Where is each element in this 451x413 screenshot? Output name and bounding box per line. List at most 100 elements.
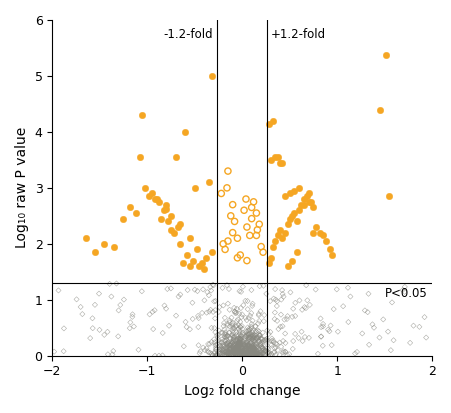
Point bbox=[280, 348, 287, 354]
Point bbox=[240, 341, 247, 347]
Point bbox=[258, 335, 266, 342]
Point bbox=[256, 318, 263, 324]
Point bbox=[149, 309, 156, 315]
Point bbox=[212, 298, 219, 304]
Point bbox=[230, 339, 237, 345]
Point bbox=[248, 345, 255, 351]
Point bbox=[254, 334, 262, 341]
Point bbox=[248, 215, 255, 222]
Point bbox=[191, 286, 198, 293]
Point bbox=[214, 334, 221, 341]
Point bbox=[236, 349, 243, 356]
Point bbox=[239, 351, 246, 357]
Point bbox=[251, 343, 258, 349]
Point bbox=[247, 345, 254, 351]
Point bbox=[246, 345, 253, 351]
Point bbox=[280, 338, 287, 344]
Point bbox=[159, 352, 166, 359]
Point bbox=[242, 335, 249, 342]
Point bbox=[284, 313, 291, 319]
Point bbox=[195, 324, 202, 330]
Point bbox=[120, 215, 127, 222]
Point bbox=[234, 351, 241, 358]
Point bbox=[225, 339, 232, 345]
Point bbox=[151, 307, 158, 313]
Point bbox=[245, 352, 253, 358]
Point bbox=[182, 318, 189, 325]
Point bbox=[231, 308, 239, 315]
Point bbox=[245, 344, 253, 351]
Point bbox=[247, 331, 254, 337]
Point bbox=[239, 350, 246, 356]
Point bbox=[241, 349, 248, 356]
Point bbox=[326, 328, 333, 335]
Point bbox=[235, 347, 242, 354]
Point bbox=[212, 329, 219, 335]
Point bbox=[242, 314, 249, 321]
Point bbox=[267, 341, 274, 348]
Point bbox=[351, 350, 359, 357]
Text: +1.2-fold: +1.2-fold bbox=[271, 28, 326, 41]
Point bbox=[226, 351, 234, 358]
Point bbox=[246, 336, 253, 342]
Point bbox=[249, 327, 257, 334]
Point bbox=[223, 185, 230, 191]
Point bbox=[299, 338, 306, 344]
Point bbox=[259, 350, 267, 356]
Point bbox=[260, 346, 267, 353]
Point bbox=[222, 329, 229, 336]
Point bbox=[249, 348, 256, 354]
Point bbox=[236, 327, 243, 334]
Point bbox=[146, 193, 153, 199]
Point bbox=[253, 349, 260, 356]
Point bbox=[232, 352, 239, 358]
Point bbox=[262, 347, 270, 354]
Point bbox=[221, 320, 228, 326]
Point bbox=[248, 351, 255, 358]
Point bbox=[257, 342, 264, 349]
Point bbox=[235, 332, 242, 339]
Point bbox=[224, 351, 231, 357]
Point bbox=[347, 293, 354, 300]
Point bbox=[297, 202, 304, 208]
Point bbox=[253, 349, 260, 355]
Point bbox=[254, 320, 262, 327]
Point bbox=[244, 349, 251, 356]
Point bbox=[220, 302, 227, 309]
Point bbox=[195, 342, 202, 349]
Point bbox=[230, 348, 238, 354]
Point bbox=[361, 307, 368, 314]
Point bbox=[243, 345, 250, 352]
Point bbox=[175, 293, 182, 300]
Point bbox=[239, 345, 246, 352]
Point bbox=[204, 348, 211, 354]
Point bbox=[401, 289, 408, 295]
Point bbox=[211, 298, 218, 305]
Point bbox=[238, 348, 245, 355]
Point bbox=[235, 348, 242, 354]
Point bbox=[233, 344, 240, 350]
Point bbox=[261, 312, 268, 318]
Point bbox=[300, 196, 308, 202]
Point bbox=[231, 343, 238, 349]
Point bbox=[248, 287, 255, 293]
Point bbox=[237, 341, 244, 347]
Point bbox=[224, 168, 231, 174]
Point bbox=[244, 324, 251, 331]
Point bbox=[232, 344, 239, 350]
Point bbox=[106, 280, 113, 287]
Point bbox=[247, 344, 254, 350]
Point bbox=[220, 350, 227, 356]
Point bbox=[203, 345, 210, 351]
Point bbox=[319, 342, 327, 349]
Point bbox=[261, 351, 268, 358]
Point bbox=[300, 202, 308, 208]
Point bbox=[225, 339, 232, 346]
Point bbox=[237, 340, 244, 347]
Point bbox=[369, 321, 376, 328]
Point bbox=[239, 331, 246, 338]
Point bbox=[248, 349, 255, 356]
Point bbox=[224, 322, 231, 329]
Point bbox=[236, 329, 243, 335]
Point bbox=[253, 347, 260, 353]
